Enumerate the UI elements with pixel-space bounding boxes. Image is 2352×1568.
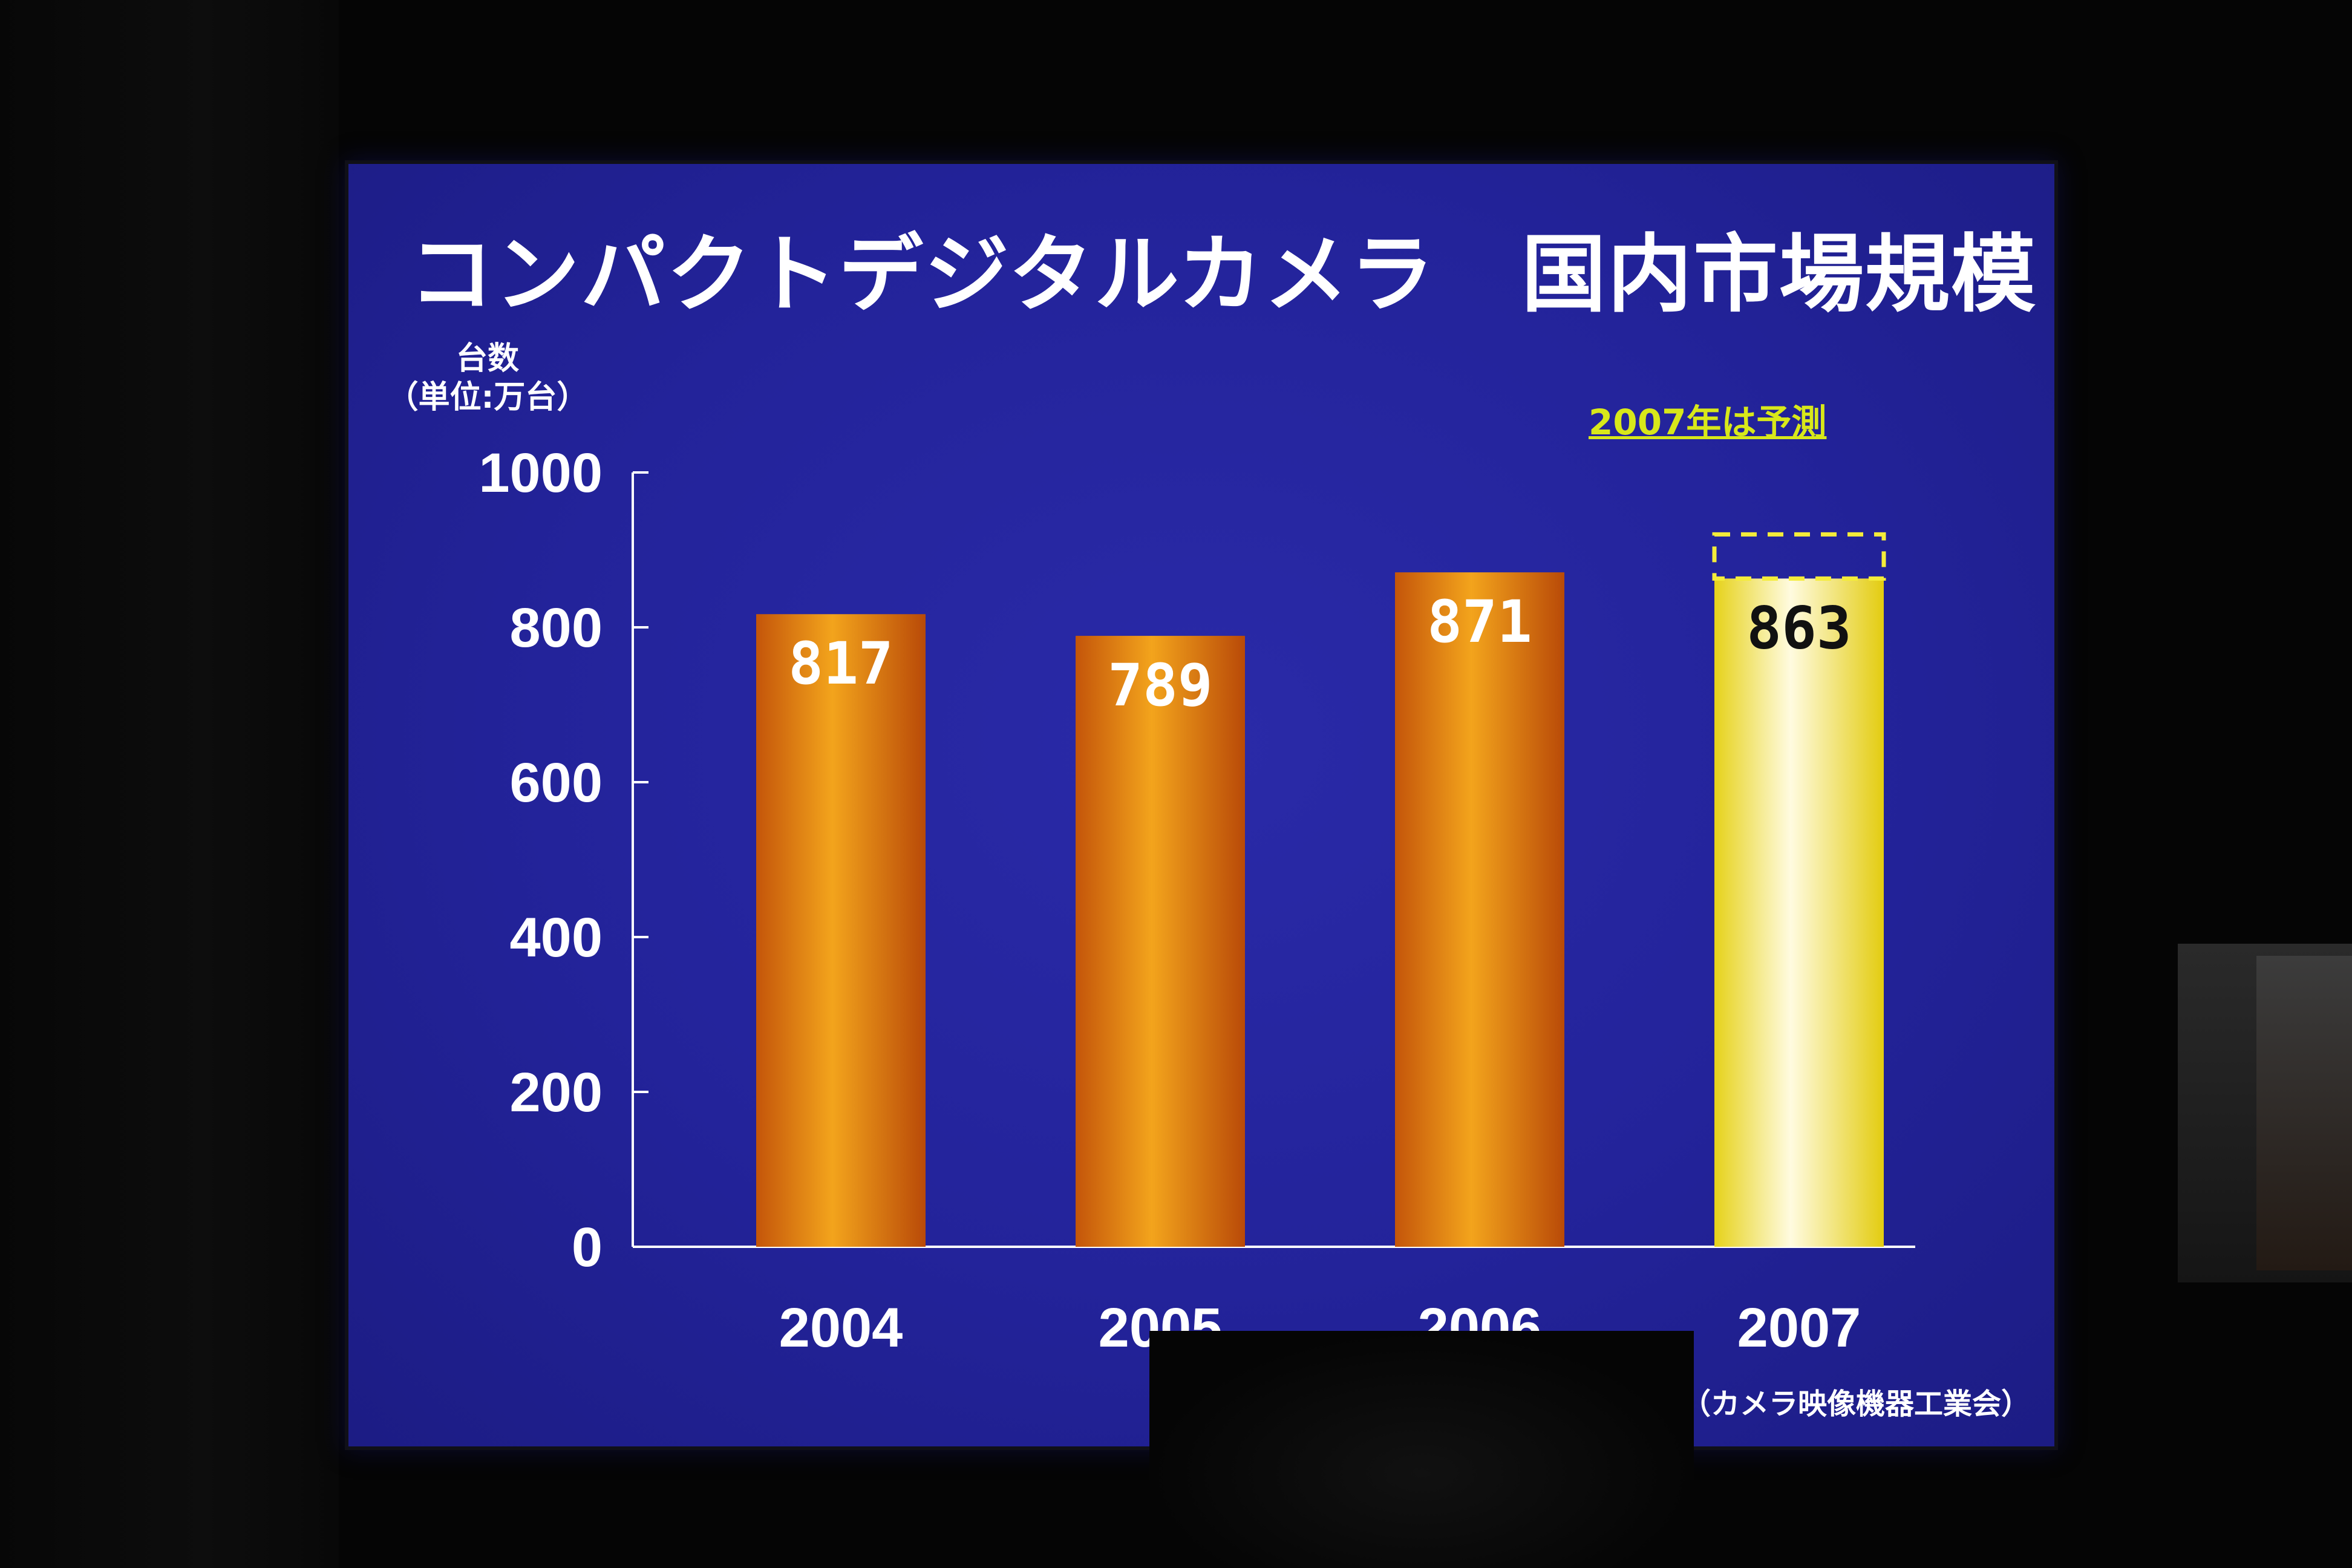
chart-axes: 0 200 400 600 800 1000 — [479, 442, 1915, 1278]
bar — [756, 614, 926, 1247]
bar-forecast — [1714, 578, 1884, 1247]
bar — [1076, 636, 1245, 1247]
y-axis-unit: 台数 （単位:万台） — [361, 339, 615, 417]
forecast-range-box — [1712, 532, 1886, 581]
y-axis-unit-label: 台数 — [456, 341, 519, 377]
audience-silhouette — [1149, 1331, 1694, 1568]
projection-screen: コンパクトデジタルカメラ 国内市場規模 台数 （単位:万台） 2007年は予測 … — [345, 160, 2058, 1450]
y-tick-label: 400 — [510, 907, 603, 969]
y-tick-label: 600 — [510, 752, 603, 814]
bar-value-label: 863 — [1746, 594, 1851, 662]
bar — [1395, 572, 1564, 1247]
bar-value-label: 817 — [788, 630, 893, 697]
y-tick-label: 200 — [510, 1062, 603, 1123]
x-tick-label: 2004 — [779, 1297, 903, 1359]
y-tick-label: 0 — [572, 1217, 603, 1278]
chart-bars — [756, 532, 1886, 1247]
room-background-left — [0, 0, 339, 1568]
exhibition-stand-panel — [2256, 956, 2352, 1270]
y-tick-label: 1000 — [479, 442, 603, 504]
bar-value-label: 789 — [1108, 652, 1212, 719]
x-tick-label: 2007 — [1737, 1297, 1861, 1359]
y-axis-unit-detail: （単位:万台） — [387, 379, 589, 416]
bar-value-label: 871 — [1427, 588, 1532, 656]
slide-title: コンパクトデジタルカメラ 国内市場規模 — [409, 226, 2037, 324]
y-tick-label: 800 — [510, 597, 603, 659]
forecast-note: 2007年は予測 — [1589, 402, 1827, 443]
